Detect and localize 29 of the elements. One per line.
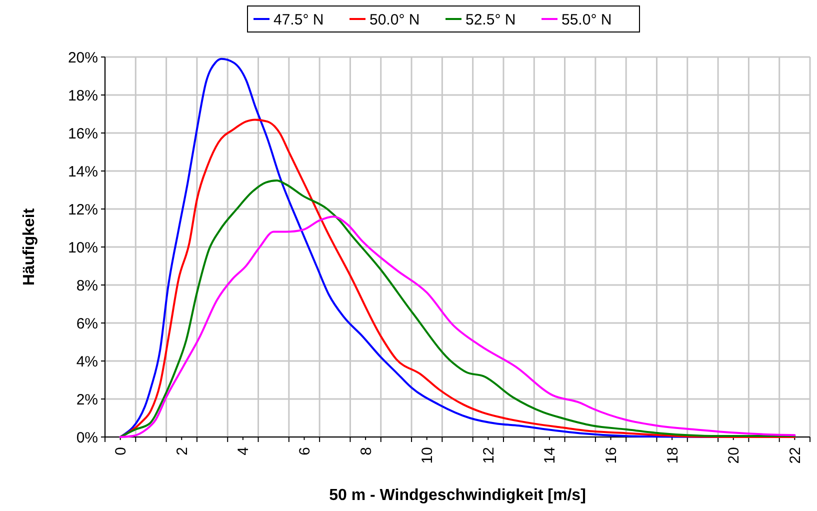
- legend-label: 55.0° N: [562, 11, 612, 28]
- y-tick-label: 8%: [76, 277, 98, 294]
- x-tick-label: 0: [112, 447, 130, 456]
- legend-label: 50.0° N: [370, 11, 420, 28]
- x-axis-title: 50 m - Windgeschwindigkeit [m/s]: [329, 487, 586, 504]
- x-tick-label: 22: [786, 447, 804, 464]
- x-tick-label: 12: [480, 447, 498, 464]
- y-tick-label: 20%: [68, 49, 98, 66]
- y-tick-label: 14%: [68, 163, 98, 180]
- y-tick-label: 4%: [76, 353, 98, 370]
- x-tick-label: 2: [174, 447, 191, 456]
- legend-label: 52.5° N: [466, 11, 516, 28]
- y-tick-label: 12%: [68, 201, 98, 218]
- y-tick-label: 18%: [68, 87, 98, 104]
- y-axis-title: Häufigkeit: [21, 208, 38, 286]
- x-tick-label: 18: [664, 447, 682, 464]
- x-tick-label: 6: [296, 447, 314, 456]
- y-tick-label: 6%: [76, 315, 98, 332]
- x-tick-label: 8: [358, 447, 375, 456]
- y-tick-label: 2%: [76, 391, 98, 408]
- y-tick-label: 10%: [68, 239, 98, 256]
- x-tick-label: 14: [542, 447, 559, 464]
- x-tick-label: 20: [726, 447, 743, 464]
- x-tick-label: 10: [419, 447, 436, 464]
- y-tick-label: 0%: [76, 429, 98, 446]
- legend-label: 47.5° N: [274, 11, 324, 28]
- x-tick-label: 16: [603, 447, 620, 464]
- x-tick-label: 4: [235, 447, 252, 456]
- y-tick-label: 16%: [68, 125, 98, 142]
